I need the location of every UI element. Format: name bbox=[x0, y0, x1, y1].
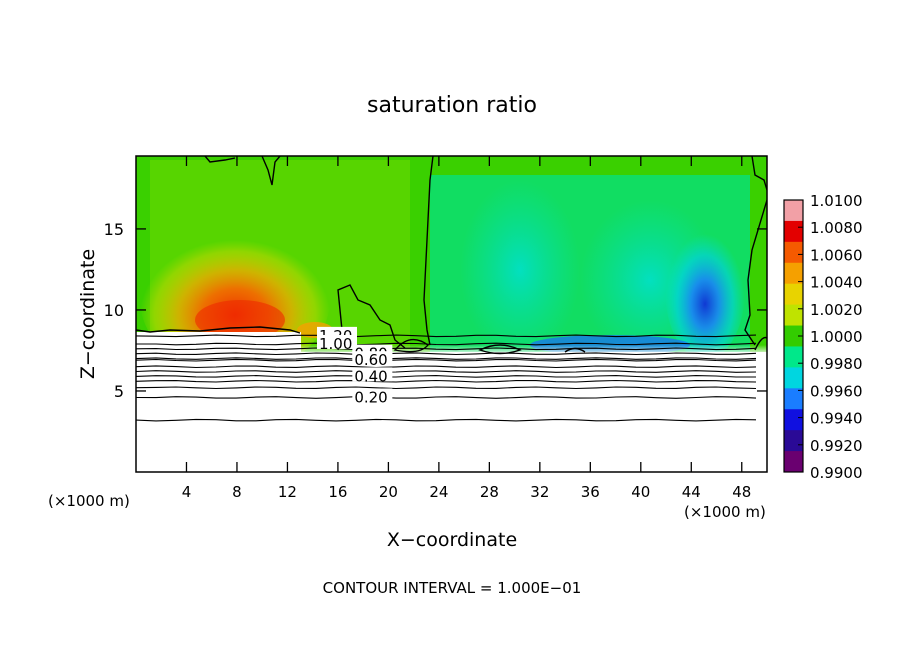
x-tick-label: 12 bbox=[278, 483, 297, 501]
x-tick-label: 48 bbox=[732, 483, 751, 501]
colorbar: 1.0100 1.0080 1.0060 1.0040 1.0020 1.0000 0.99… bbox=[783, 192, 863, 482]
contour-line bbox=[135, 357, 757, 360]
contour-line bbox=[135, 370, 757, 373]
colorbar-swatch bbox=[784, 367, 803, 389]
contour-line bbox=[135, 365, 757, 369]
plot-frame bbox=[135, 155, 768, 473]
x-tick-label: 28 bbox=[480, 483, 499, 501]
x-tick-label: 36 bbox=[581, 483, 600, 501]
colorbar-tick-label: 1.0000 bbox=[810, 328, 863, 346]
colorbar-tick-label: 1.0040 bbox=[810, 274, 863, 292]
x-unit-right: (×1000 m) bbox=[684, 503, 766, 521]
colorbar-tick-label: 1.0020 bbox=[810, 301, 863, 319]
x-tick-label: 32 bbox=[530, 483, 549, 501]
colorbar-swatch bbox=[784, 241, 803, 264]
x-unit-left: (×1000 m) bbox=[48, 492, 130, 510]
colorbar-swatch bbox=[784, 262, 803, 285]
colorbar-swatch bbox=[784, 200, 803, 222]
contour-line bbox=[135, 386, 757, 390]
contour-label: 0.20 bbox=[354, 388, 387, 406]
y-axis: 5 10 15 bbox=[104, 220, 767, 401]
contour-label-bg bbox=[316, 334, 357, 349]
contour-line bbox=[135, 418, 757, 422]
colorbar-tick-label: 1.0060 bbox=[810, 246, 863, 264]
colorbar-tick-label: 1.0080 bbox=[810, 219, 863, 237]
contour-line bbox=[135, 334, 757, 338]
x-axis-label: X−coordinate bbox=[387, 529, 517, 551]
colorbar-swatch bbox=[784, 220, 803, 243]
x-tick-label: 8 bbox=[232, 483, 242, 501]
contour-line bbox=[135, 379, 757, 383]
colorbar-tick-label: 0.9960 bbox=[810, 382, 863, 400]
colorbar-swatch bbox=[784, 346, 803, 368]
contour-line bbox=[135, 375, 756, 378]
contour-label-bg bbox=[352, 388, 393, 403]
colorbar-swatch bbox=[784, 409, 803, 431]
colorbar-tick-label: 0.9920 bbox=[810, 437, 863, 455]
contour-label-bg bbox=[352, 351, 393, 366]
chart-title: saturation ratio bbox=[367, 93, 537, 118]
x-tick-label: 24 bbox=[429, 483, 448, 501]
contour-label: 0.40 bbox=[354, 367, 387, 385]
x-tick-label: 16 bbox=[328, 483, 347, 501]
contour-line bbox=[135, 396, 757, 399]
x-tick-label: 40 bbox=[631, 483, 650, 501]
y-tick-label: 5 bbox=[114, 382, 124, 401]
colorbar-tick-label: 0.9940 bbox=[810, 410, 863, 428]
y-axis-label: Z−coordinate bbox=[77, 249, 99, 379]
x-tick-label: 44 bbox=[682, 483, 701, 501]
colorbar-swatch bbox=[784, 388, 803, 410]
contour-line bbox=[135, 347, 757, 351]
heatmap-field bbox=[136, 156, 767, 472]
contour-label: 1.00 bbox=[319, 335, 352, 353]
contour-line bbox=[135, 358, 757, 362]
contour-label-bg bbox=[352, 367, 393, 382]
colorbar-swatch bbox=[784, 325, 803, 347]
colorbar-swatch bbox=[784, 430, 803, 452]
colorbar-tick-label: 0.9980 bbox=[810, 355, 863, 373]
x-axis: 4 8 12 16 20 24 28 32 36 40 44 48 bbox=[182, 156, 751, 501]
colorbar-tick-label: 0.9900 bbox=[810, 464, 863, 482]
colorbar-tick-label: 1.0100 bbox=[810, 192, 863, 210]
contour-interval-footer: CONTOUR INTERVAL = 1.000E−01 bbox=[323, 579, 582, 597]
colorbar-swatch bbox=[784, 283, 803, 306]
colorbar-swatch bbox=[784, 451, 803, 473]
colorbar-swatch bbox=[784, 304, 803, 327]
contour-line bbox=[135, 352, 757, 356]
x-tick-label: 4 bbox=[182, 483, 192, 501]
contour-label: 0.60 bbox=[354, 351, 387, 369]
y-tick-label: 10 bbox=[104, 301, 124, 320]
x-tick-label: 20 bbox=[379, 483, 398, 501]
contour-line bbox=[136, 342, 757, 346]
y-tick-label: 15 bbox=[104, 220, 124, 239]
horizontal-contours: 1.201.000.800.600.400.20 bbox=[135, 326, 757, 422]
